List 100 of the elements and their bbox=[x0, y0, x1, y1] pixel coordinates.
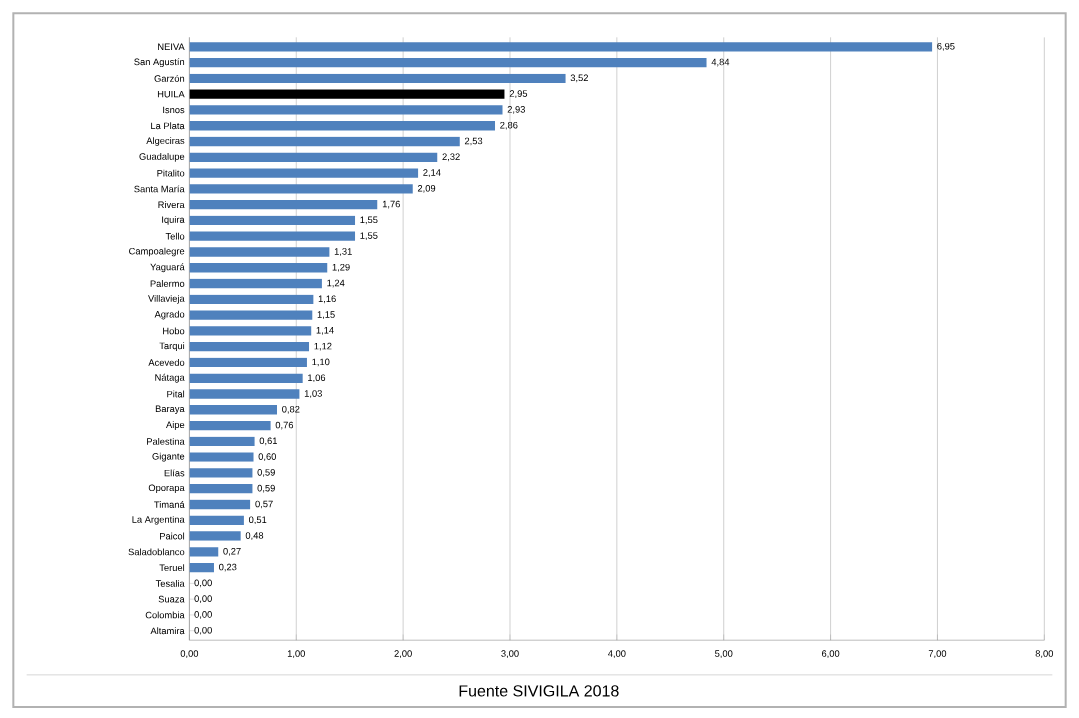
data-label: 4,84 bbox=[711, 58, 730, 67]
data-label: 0,00 bbox=[194, 579, 212, 588]
bar bbox=[189, 215, 356, 226]
data-label: 1,10 bbox=[312, 358, 330, 367]
x-tick-label: 1,00 bbox=[287, 650, 305, 659]
y-tick-label: La Plata bbox=[151, 122, 185, 130]
data-label: 3,52 bbox=[570, 74, 588, 83]
y-tick-label: San Agustín bbox=[134, 58, 185, 68]
data-label: 1,31 bbox=[334, 248, 352, 257]
bar bbox=[189, 563, 214, 573]
y-tick-label: La Argentina bbox=[132, 516, 185, 525]
data-label: 6,95 bbox=[937, 43, 955, 51]
bar bbox=[189, 500, 251, 510]
bar bbox=[189, 452, 254, 463]
data-label: 1,55 bbox=[360, 216, 378, 225]
y-tick-label: Tarqui bbox=[159, 342, 185, 352]
bar bbox=[189, 389, 300, 399]
data-label: 1,76 bbox=[382, 201, 400, 209]
data-label: 1,29 bbox=[332, 264, 350, 272]
data-label: 0,23 bbox=[219, 563, 237, 572]
data-label: 2,93 bbox=[507, 106, 525, 115]
data-label: 1,03 bbox=[304, 390, 322, 399]
bar bbox=[189, 231, 356, 242]
bar bbox=[189, 184, 413, 194]
y-tick-label: HUILA bbox=[157, 91, 185, 98]
y-tick-label: Oporapa bbox=[148, 484, 185, 494]
y-tick-label: Palermo bbox=[150, 280, 185, 288]
bar bbox=[189, 310, 313, 320]
data-label: 0,00 bbox=[194, 627, 212, 635]
y-tick-label: Algeciras bbox=[146, 137, 185, 147]
bar bbox=[189, 405, 278, 415]
y-tick-label: Teruel bbox=[159, 564, 185, 572]
data-label: 0,00 bbox=[194, 611, 212, 620]
y-tick-label: Guadalupe bbox=[139, 153, 185, 162]
y-tick-label: Yaguará bbox=[150, 263, 185, 273]
y-tick-label: Rivera bbox=[158, 201, 185, 209]
data-label: 0,59 bbox=[257, 469, 275, 477]
bar bbox=[189, 279, 322, 289]
data-label: 0,57 bbox=[255, 500, 273, 509]
y-tick-label: Aipe bbox=[166, 421, 185, 431]
data-label: 1,15 bbox=[317, 311, 335, 320]
bar bbox=[189, 137, 460, 147]
x-tick-label: 4,00 bbox=[607, 650, 626, 659]
data-label: 0,76 bbox=[275, 421, 294, 430]
y-tick-label: Colombia bbox=[145, 611, 185, 619]
x-tick-label: 5,00 bbox=[715, 650, 733, 659]
data-label: 0,61 bbox=[259, 437, 277, 446]
y-tick-label: Villavieja bbox=[148, 295, 185, 304]
y-tick-label: Altamira bbox=[150, 627, 185, 635]
bar bbox=[189, 421, 271, 431]
y-tick-label: Nátaga bbox=[155, 374, 185, 383]
y-tick-label: Paicol bbox=[160, 532, 185, 540]
data-label: 1,12 bbox=[314, 343, 332, 351]
y-tick-label: Agrado bbox=[154, 310, 185, 320]
y-tick-label: Tello bbox=[165, 232, 185, 240]
y-tick-label: Suaza bbox=[158, 596, 185, 603]
bar bbox=[189, 105, 503, 115]
x-tick-label: 8,00 bbox=[1035, 650, 1054, 659]
data-label: 0,51 bbox=[248, 516, 267, 525]
bar bbox=[189, 373, 303, 384]
bar bbox=[189, 531, 241, 541]
bar bbox=[189, 326, 312, 336]
bar bbox=[189, 484, 253, 494]
x-tick-label: 6,00 bbox=[821, 650, 840, 659]
x-tick-label: 3,00 bbox=[501, 650, 519, 659]
y-tick-label: Campoalegre bbox=[129, 247, 185, 257]
bar bbox=[189, 247, 330, 257]
data-label: 1,14 bbox=[316, 327, 334, 335]
bar bbox=[189, 73, 566, 84]
bar bbox=[189, 294, 314, 305]
y-tick-label: Timaná bbox=[154, 501, 185, 509]
bar bbox=[189, 263, 328, 273]
bar bbox=[189, 121, 496, 131]
bar bbox=[189, 468, 253, 478]
bar bbox=[189, 342, 310, 352]
y-tick-label: Pital bbox=[167, 390, 185, 398]
y-tick-label: Isnos bbox=[163, 106, 185, 114]
bar bbox=[189, 42, 933, 52]
bar bbox=[189, 152, 438, 163]
data-label: 0,59 bbox=[257, 485, 275, 493]
y-tick-label: Santa María bbox=[134, 185, 185, 193]
data-label: 2,95 bbox=[509, 90, 528, 99]
bar bbox=[189, 436, 255, 447]
bar bbox=[189, 515, 244, 526]
bar bbox=[189, 168, 419, 178]
data-label: 2,86 bbox=[500, 122, 518, 130]
data-label: 2,53 bbox=[464, 137, 483, 146]
x-tick-label: 2,00 bbox=[394, 650, 412, 659]
bar bbox=[189, 357, 307, 368]
y-tick-label: Palestina bbox=[147, 438, 185, 445]
bar bbox=[189, 547, 219, 557]
y-tick-label: Acevedo bbox=[148, 359, 185, 367]
data-label: 0,48 bbox=[245, 532, 264, 541]
x-tick-label: 0,00 bbox=[180, 650, 199, 659]
data-label: 1,24 bbox=[327, 279, 345, 288]
y-tick-label: NEIVA bbox=[158, 43, 185, 51]
bar bbox=[189, 200, 378, 210]
y-tick-label: Baraya bbox=[155, 405, 185, 415]
data-label: 2,14 bbox=[423, 169, 441, 178]
y-tick-label: Tesalia bbox=[155, 580, 185, 588]
